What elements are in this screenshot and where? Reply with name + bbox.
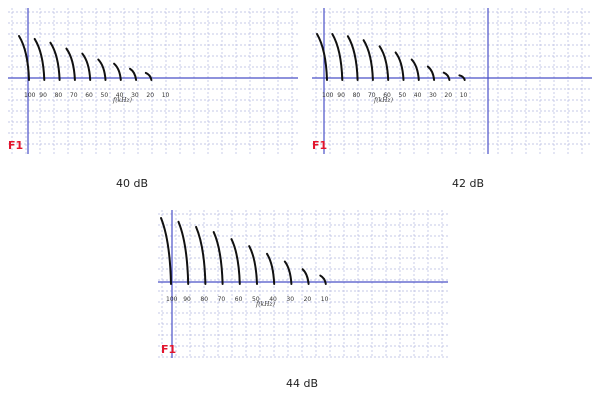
spectral-trace: [230, 238, 241, 285]
spectral-trace: [49, 41, 61, 81]
caption-44db: 44 dB: [286, 377, 319, 390]
spectral-trace: [410, 58, 420, 81]
tick-label: 30: [286, 296, 294, 303]
spectral-trace: [33, 37, 46, 81]
spectrum-chart-svg: 100 90 80 70 60 50 40 30 20 10 f(kHz) F1: [8, 8, 298, 154]
spectral-trace: [65, 47, 76, 81]
spectral-trace: [426, 65, 436, 81]
tick-label: 100: [166, 296, 178, 303]
caption-42db: 42 dB: [452, 177, 485, 190]
tick-label: 40: [116, 92, 124, 99]
tick-label: 80: [353, 92, 361, 99]
tick-label: 20: [444, 92, 452, 99]
spectral-trace: [144, 71, 153, 81]
tick-label: 20: [304, 296, 312, 303]
tick-label: 50: [252, 296, 260, 303]
tick-label: 30: [429, 92, 437, 99]
tick-label: 30: [131, 92, 139, 99]
spectral-trace: [212, 231, 224, 285]
grid: [158, 210, 448, 358]
tick-label: 80: [55, 92, 63, 99]
spectral-trace: [177, 220, 190, 285]
spectrum-plot-40db: 100 90 80 70 60 50 40 30 20 10 f(kHz) F1: [8, 8, 298, 154]
tick-label: 10: [321, 296, 329, 303]
tick-label: 40: [414, 92, 422, 99]
x-axis-label: f(kHz): [255, 301, 276, 308]
grid: [312, 8, 592, 154]
tick-label: 10: [460, 92, 468, 99]
spectral-trace: [319, 274, 327, 285]
tick-label: 70: [368, 92, 376, 99]
spectrum-chart-svg: 100 90 80 70 60 50 40 30 20 10 f(kHz) F1: [312, 8, 592, 154]
x-axis-label: f(kHz): [112, 97, 133, 104]
spectral-trace: [362, 39, 374, 81]
tick-label: 50: [399, 92, 407, 99]
grid: [8, 8, 298, 154]
spectral-trace: [394, 51, 405, 81]
tick-label: 20: [146, 92, 154, 99]
tick-label: 90: [39, 92, 47, 99]
tick-label: 70: [218, 296, 226, 303]
spectral-trace: [18, 35, 30, 81]
f1-marker-label: F1: [161, 343, 176, 356]
spectral-trace: [81, 52, 92, 81]
spectral-trace: [195, 225, 207, 285]
f1-marker-label: F1: [8, 139, 23, 152]
caption-40db: 40 dB: [116, 177, 149, 190]
spectral-trace: [113, 62, 122, 81]
spectral-trace: [316, 33, 328, 81]
f1-marker-label: F1: [312, 139, 327, 152]
tick-label: 70: [70, 92, 78, 99]
spectral-trace: [248, 245, 258, 285]
spectrum-chart-svg: 100 90 80 70 60 50 40 30 20 10 f(kHz) F1: [158, 210, 448, 358]
spectral-trace: [129, 67, 138, 81]
tick-label: 60: [235, 296, 243, 303]
spectral-trace: [442, 71, 451, 81]
tick-label: 10: [162, 92, 170, 99]
tick-label: 60: [383, 92, 391, 99]
tick-label: 40: [269, 296, 277, 303]
spectral-trace: [378, 45, 390, 81]
tick-label: 60: [85, 92, 93, 99]
spectral-trace: [97, 58, 107, 81]
spectral-trace: [458, 74, 466, 81]
tick-label: 80: [200, 296, 208, 303]
tick-label: 90: [183, 296, 191, 303]
spectral-trace: [283, 260, 293, 285]
tick-label: 100: [322, 92, 334, 99]
spectral-trace: [346, 35, 359, 81]
x-axis-label: f(kHz): [373, 97, 394, 104]
spectrum-plot-44db: 100 90 80 70 60 50 40 30 20 10 f(kHz) F1: [158, 210, 448, 358]
tick-label: 100: [24, 92, 36, 99]
spectral-trace: [301, 268, 310, 285]
spectrum-plot-42db: 100 90 80 70 60 50 40 30 20 10 f(kHz) F1: [312, 8, 592, 154]
spectral-trace: [160, 217, 172, 285]
tick-label: 90: [337, 92, 345, 99]
spectral-trace: [331, 33, 344, 81]
tick-label: 50: [101, 92, 109, 99]
spectral-trace: [266, 252, 276, 285]
